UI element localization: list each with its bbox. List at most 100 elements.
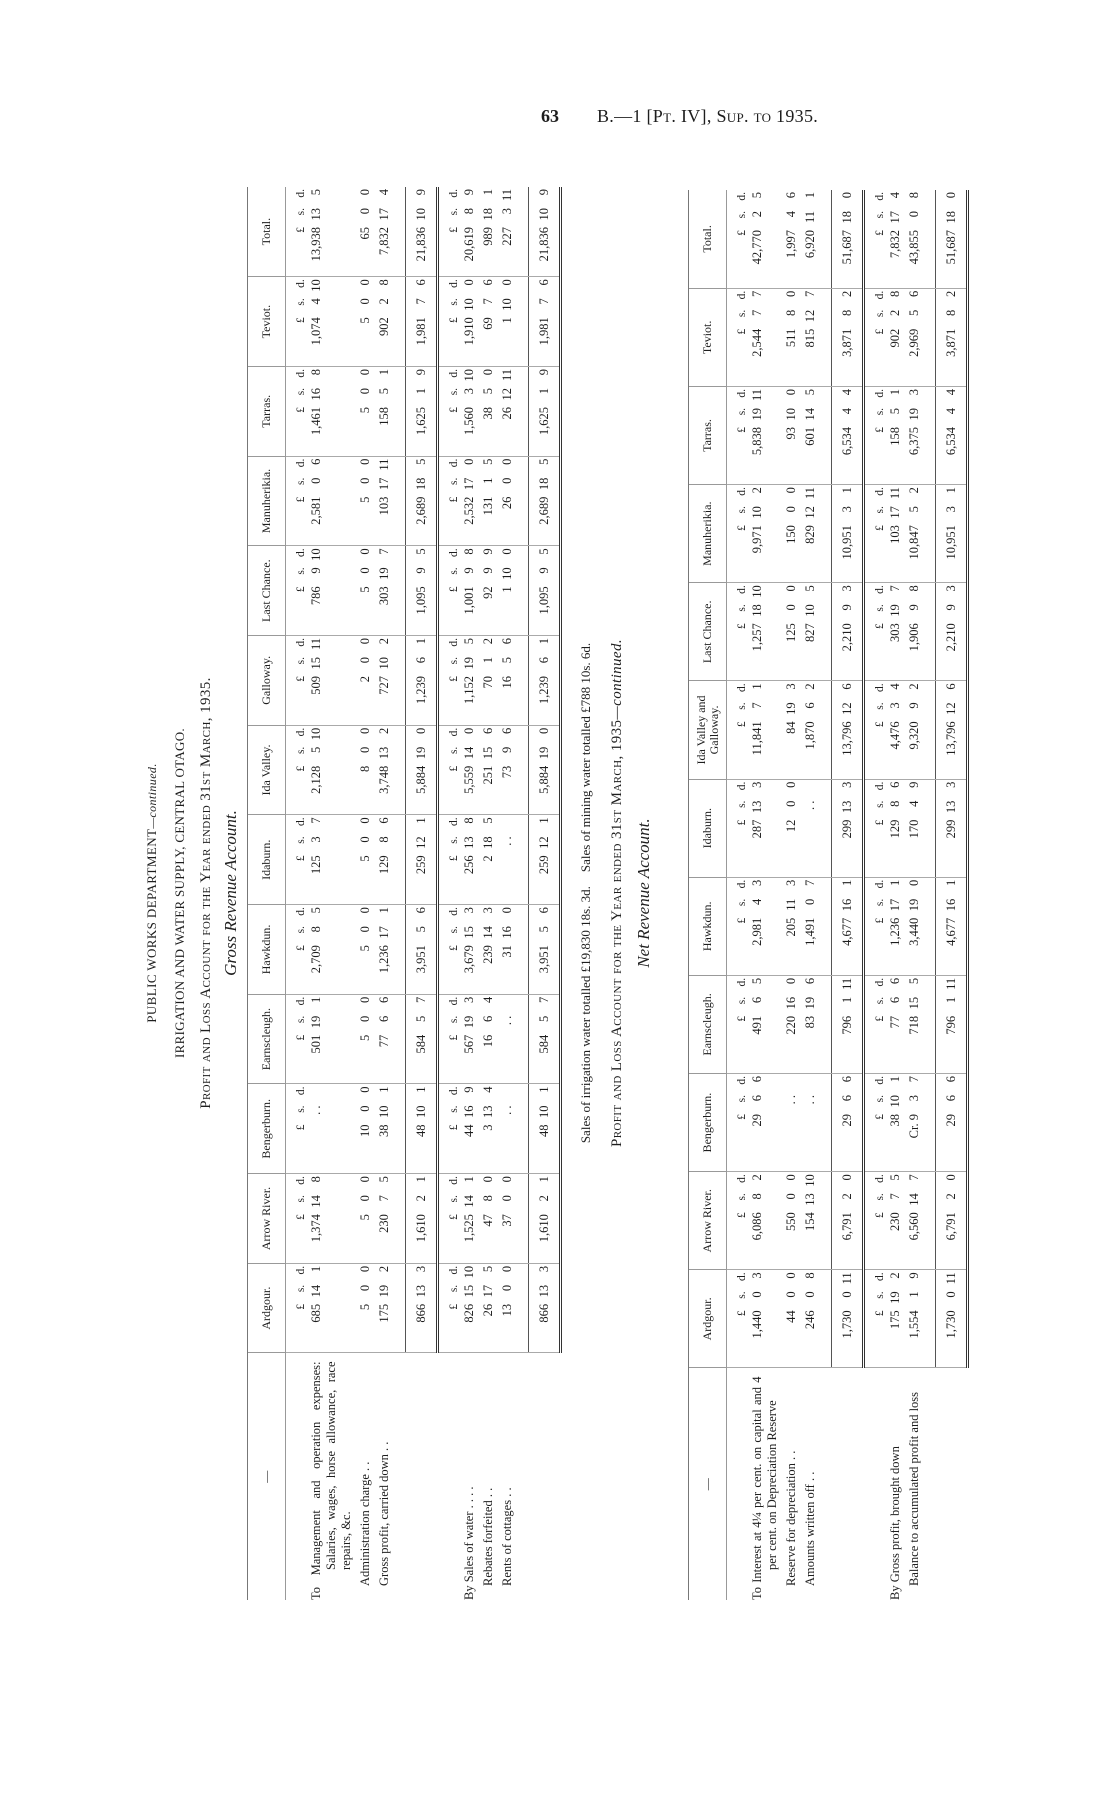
total-label-spacer (936, 1368, 968, 1600)
shillings: 10 (888, 1095, 902, 1108)
pence (309, 1086, 324, 1105)
pounds: 827 (803, 623, 817, 642)
amount: 5,884 19 0 (537, 726, 552, 815)
pence: d. (874, 683, 886, 693)
amount: 1,906 9 8 (907, 583, 922, 680)
pence: 0 (784, 388, 798, 396)
amount-cell: 6,920 11 1 (799, 190, 832, 289)
pounds: 5,559 (462, 765, 476, 794)
amount: 2,210 9 3 (840, 583, 855, 680)
pence: d. (736, 192, 748, 201)
pence: 2 (907, 487, 921, 494)
gross-revenue-subtitle: Gross Revenue Account. (221, 810, 240, 976)
shillings: . . (803, 800, 817, 810)
pence (784, 1076, 799, 1095)
pence: 0 (358, 458, 372, 465)
amount: 584 5 7 (537, 995, 552, 1084)
rotated-page-content: PUBLIC WORKS DEPARTMENT—continued. IRRIG… (0, 186, 1114, 1600)
shillings: 0 (907, 211, 921, 218)
pounds: 37 (500, 1214, 514, 1227)
total-cell: 2,689 18 5 (528, 456, 561, 546)
pence: 11 (750, 388, 764, 401)
amount: 31 16 0 (500, 905, 515, 994)
pounds: 2,210 (944, 623, 958, 652)
amount-cell: 20,619 8 9 (462, 187, 477, 277)
row-label: Rents of cottages . . (500, 1487, 514, 1586)
amount: £ s. d. (735, 387, 750, 484)
shillings: 19 (907, 407, 921, 421)
amount: . . (500, 995, 515, 1084)
shillings: s. (874, 702, 886, 710)
pounds (500, 1124, 515, 1173)
shillings: s. (736, 506, 748, 514)
column-header: Total. (688, 190, 727, 289)
shillings: 0 (358, 836, 372, 843)
amount-cell: 718 15 5 (903, 975, 936, 1074)
units-cell: £ s. d. (437, 1083, 462, 1174)
shillings: 3 (888, 702, 902, 709)
total-cell: 3,871 8 2 (935, 288, 968, 387)
amount: £ s. d. (873, 681, 888, 778)
amount: 230 7 5 (377, 1174, 392, 1263)
pounds: 299 (944, 819, 958, 839)
units-cell: £ s. d. (285, 725, 309, 815)
units-cell: £ s. d. (863, 680, 888, 780)
amount: 227 3 11 (500, 187, 515, 276)
amount: 1,074 4 10 (309, 277, 324, 366)
pounds: 685 (309, 1303, 323, 1323)
amount-cell: 158 5 1 (888, 386, 903, 485)
shillings: s. (874, 1291, 886, 1299)
amount: £ s. d. (447, 1084, 462, 1173)
shillings: 1 (414, 387, 428, 395)
total-cell: 6,534 4 4 (831, 386, 864, 485)
shillings: s. (736, 1193, 748, 1201)
shillings: 3 (840, 506, 854, 513)
shillings: s. (874, 1095, 886, 1103)
pence: d. (874, 487, 886, 496)
pence: 6 (481, 727, 495, 734)
pence: 3 (944, 781, 958, 788)
amount: 3,951 5 6 (414, 905, 429, 994)
amount-cell: 2 0 0 (354, 635, 373, 726)
amount: 10,951 3 1 (944, 485, 959, 582)
shillings: 0 (944, 1291, 958, 1298)
units-cell: £ s. d. (285, 366, 309, 457)
shillings: 0 (358, 746, 372, 753)
amount-cell: 5,838 19 11 (750, 386, 780, 485)
pence: 3 (784, 683, 798, 690)
shillings: 10 (414, 1105, 428, 1118)
column-header: Total. (247, 187, 286, 277)
amount: 5 0 0 (358, 905, 373, 994)
amount: 6,534 4 4 (944, 387, 959, 484)
amount-cell: 1,560 3 10 (462, 366, 477, 457)
shillings: 0 (358, 926, 372, 933)
row-label: Amounts written off . . (803, 1471, 817, 1586)
pence: 11 (500, 368, 514, 381)
amount: £ s. d. (447, 1174, 462, 1263)
pounds: 170 (907, 819, 921, 839)
shillings: 6 (377, 1015, 391, 1022)
units-row: £ s. d. £ s. d. £ s. d. £ s. d. £ s. d. £ s. d. £ s. d. £ s. d.… (285, 187, 309, 1600)
amount: 37 0 0 (500, 1174, 515, 1263)
amount: 21,836 10 9 (414, 187, 429, 276)
amount-cell: 9,971 10 2 (750, 484, 780, 583)
column-header: Bengerburn. (688, 1073, 727, 1172)
pounds: 26 (500, 496, 514, 510)
shillings: 15 (907, 996, 921, 1010)
amount: 16 5 6 (500, 636, 515, 725)
pounds: 83 (803, 1015, 817, 1029)
pence: 0 (358, 727, 372, 734)
pounds: 256 (462, 855, 476, 875)
amount-cell: 230 7 5 (373, 1173, 406, 1264)
pence: 6 (537, 279, 551, 286)
pounds: 287 (750, 819, 764, 839)
shillings: 9 (907, 604, 921, 611)
shillings: 19 (309, 1015, 323, 1029)
pence: d. (448, 548, 460, 557)
shillings: . . (309, 1105, 323, 1115)
pounds: 20,619 (462, 227, 476, 262)
pounds: 509 (309, 676, 323, 695)
units-cell: £ s. d. (726, 386, 750, 485)
pounds: £ (736, 328, 748, 335)
amount: £ s. d. (735, 1270, 750, 1367)
